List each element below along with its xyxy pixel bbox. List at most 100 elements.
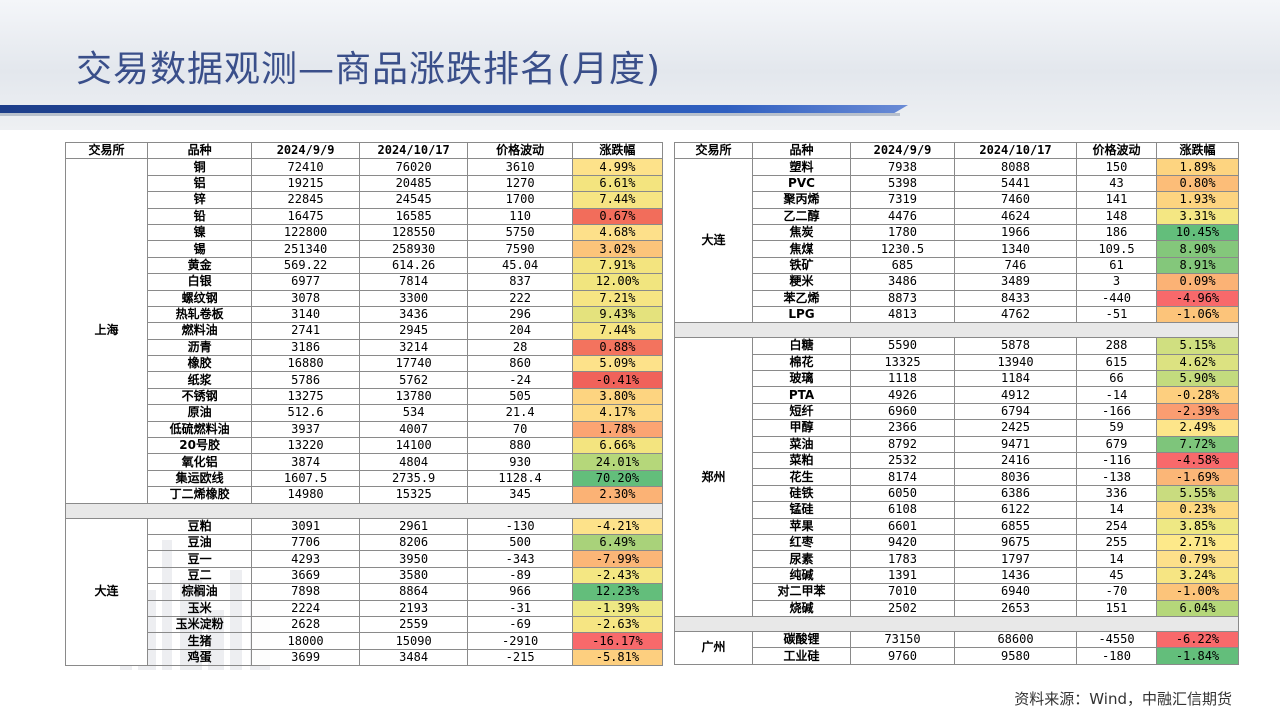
pct-change-cell: 0.67% (571, 207, 664, 225)
header-exchange: 交易所 (674, 141, 753, 160)
price-start-cell: 512.6 (251, 404, 360, 422)
pct-change-cell: 1.93% (1156, 191, 1239, 209)
title-underline-shadow (0, 113, 900, 116)
price-start-cell: 1118 (850, 370, 955, 388)
table-row: 生猪 18000 15090 -2910 -16.17% (66, 632, 664, 650)
price-end-cell: 6855 (954, 517, 1077, 535)
price-end-cell: 8088 (954, 158, 1077, 176)
pct-change-cell: 3.85% (1156, 517, 1239, 535)
price-change-cell: 615 (1076, 353, 1157, 372)
table-row: 豆一 4293 3950 -343 -7.99% (66, 550, 664, 568)
price-end-cell: 20485 (358, 174, 469, 193)
table-row: 硅铁 6050 6386 336 5.55% (675, 484, 1239, 503)
exchange-cell: 郑州 (674, 337, 753, 617)
price-change-cell: 66 (1076, 370, 1157, 388)
table-row: 玉米 2224 2193 -31 -1.39% (66, 599, 664, 617)
price-end-cell: 16585 (358, 207, 469, 225)
price-end-cell: 2416 (954, 452, 1077, 470)
table-row: 花生 8174 8036 -138 -1.69% (675, 468, 1239, 486)
price-change-cell: -51 (1076, 305, 1157, 324)
price-change-cell: 880 (467, 437, 573, 455)
price-end-cell: 534 (358, 404, 469, 422)
commodity-name-cell: 橡胶 (146, 355, 253, 373)
pct-change-cell: 6.49% (571, 533, 664, 552)
table-row: 豆二 3669 3580 -89 -2.43% (66, 566, 664, 585)
commodity-name-cell: 丁二烯橡胶 (146, 486, 253, 504)
price-end-cell: 6386 (954, 484, 1077, 503)
commodity-name-cell: 短纤 (752, 402, 851, 421)
pct-change-cell: -6.22% (1156, 630, 1239, 649)
price-end-cell: 2945 (358, 322, 469, 340)
price-end-cell: 1797 (954, 550, 1077, 568)
group-separator-cell (65, 502, 663, 519)
pct-change-cell: 5.09% (571, 355, 664, 373)
source-note: 资料来源：Wind，中融汇信期货 (1014, 690, 1232, 708)
commodity-name-cell: 粳米 (752, 273, 851, 291)
price-start-cell: 13275 (251, 387, 360, 406)
pct-change-cell: 3.02% (571, 240, 664, 258)
table-row: 玉米淀粉 2628 2559 -69 -2.63% (66, 615, 664, 634)
commodity-name-cell: 工业硅 (752, 647, 851, 665)
pct-change-cell: -2.39% (1156, 402, 1239, 421)
price-start-cell: 3486 (850, 273, 955, 291)
price-end-cell: 6794 (954, 402, 1077, 421)
pct-change-cell: 2.71% (1156, 533, 1239, 552)
price-change-cell: 296 (467, 305, 573, 324)
price-change-cell: 151 (1076, 599, 1157, 617)
commodity-name-cell: 黄金 (146, 256, 253, 275)
price-start-cell: 4476 (850, 207, 955, 225)
commodity-name-cell: 玻璃 (752, 370, 851, 388)
price-start-cell: 19215 (251, 174, 360, 193)
price-end-cell: 68600 (954, 630, 1077, 649)
table-row: 烧碱 2502 2653 151 6.04% (675, 599, 1239, 617)
commodity-name-cell: 纯碱 (752, 566, 851, 585)
price-start-cell: 9420 (850, 533, 955, 552)
price-change-cell: 110 (467, 207, 573, 225)
pct-change-cell: 0.09% (1156, 273, 1239, 291)
price-end-cell: 3580 (358, 566, 469, 585)
price-start-cell: 2366 (850, 419, 955, 437)
commodity-name-cell: 豆粕 (146, 517, 253, 535)
price-start-cell: 7938 (850, 158, 955, 176)
price-change-cell: 14 (1076, 550, 1157, 568)
pct-change-cell: 2.49% (1156, 419, 1239, 437)
header-pct-change: 涨跌幅 (571, 141, 664, 160)
table-row: 铁矿 685 746 61 8.91% (675, 256, 1239, 275)
table-row: 尿素 1783 1797 14 0.79% (675, 550, 1239, 568)
price-start-cell: 13220 (251, 437, 360, 455)
commodity-name-cell: LPG (752, 305, 851, 324)
price-end-cell: 3436 (358, 305, 469, 324)
price-change-cell: -440 (1076, 289, 1157, 307)
pct-change-cell: 70.20% (571, 469, 664, 488)
pct-change-cell: 6.61% (571, 174, 664, 193)
title-underline-bar (0, 105, 908, 113)
price-change-cell: 500 (467, 533, 573, 552)
table-row: 鸡蛋 3699 3484 -215 -5.81% (66, 648, 664, 667)
commodity-name-cell: 玉米淀粉 (146, 615, 253, 634)
price-change-cell: -69 (467, 615, 573, 634)
price-change-cell: 59 (1076, 419, 1157, 437)
commodity-name-cell: 对二甲苯 (752, 583, 851, 601)
group-separator-cell (674, 322, 1239, 339)
table-row: 郑州 白糖 5590 5878 288 5.15% (674, 337, 1239, 617)
commodity-name-cell: 豆油 (146, 533, 253, 552)
commodity-name-cell: 菜油 (752, 435, 851, 454)
price-start-cell: 7706 (251, 533, 360, 552)
price-change-cell: -138 (1076, 468, 1157, 486)
commodity-name-cell: 塑料 (752, 158, 851, 176)
table-row: 锡 251340 258930 7590 3.02% (66, 240, 664, 258)
price-change-cell: 930 (467, 453, 573, 471)
price-change-cell: 3610 (467, 158, 573, 176)
commodity-name-cell: 玉米 (146, 599, 253, 617)
table-row: 螺纹钢 3078 3300 222 7.21% (66, 289, 664, 307)
commodity-name-cell: 焦炭 (752, 223, 851, 242)
commodity-name-cell: 锰硅 (752, 501, 851, 519)
header-date-end: 2024/10/17 (358, 141, 469, 160)
price-end-cell: 2425 (954, 419, 1077, 437)
price-change-cell: 345 (467, 486, 573, 504)
table-row: 菜油 8792 9471 679 7.72% (675, 435, 1239, 454)
commodity-name-cell: 尿素 (752, 550, 851, 568)
left-ranking-table: 交易所 品种 2024/9/9 2024/10/17 价格波动 涨跌幅 上海铜 7… (65, 141, 664, 667)
commodity-name-cell: 焦煤 (752, 240, 851, 258)
price-change-cell: 45 (1076, 566, 1157, 585)
